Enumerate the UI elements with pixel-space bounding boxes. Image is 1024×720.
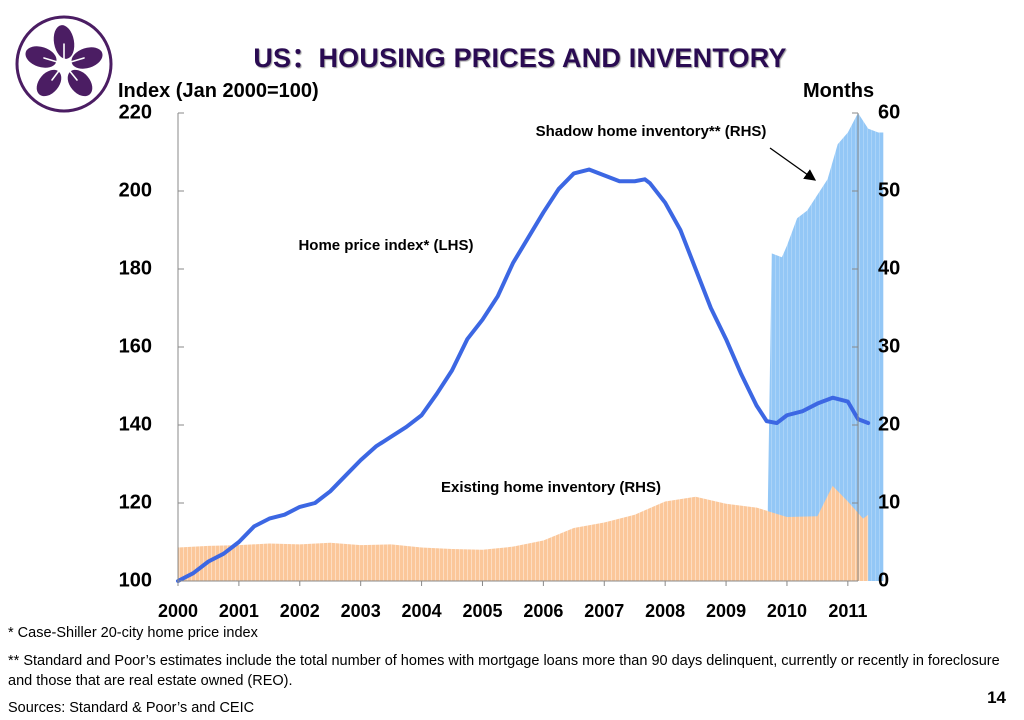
left-tick-label: 100 bbox=[119, 569, 152, 591]
x-tick-label: 2000 bbox=[158, 601, 198, 621]
page-title: US：HOUSING PRICES AND INVENTORY bbox=[253, 43, 787, 73]
x-tick-label: 2009 bbox=[706, 601, 746, 621]
existing-inventory-area-overlay bbox=[756, 485, 869, 581]
existing-inventory-annotation: Existing home inventory (RHS) bbox=[441, 479, 661, 496]
x-tick-label: 2010 bbox=[767, 601, 807, 621]
sources-note: Sources: Standard & Poor’s and CEIC bbox=[8, 700, 255, 716]
home-price-annotation: Home price index* (LHS) bbox=[298, 237, 473, 254]
x-tick-label: 2007 bbox=[584, 601, 624, 621]
right-tick-label: 0 bbox=[878, 569, 889, 591]
x-tick-label: 2003 bbox=[341, 601, 381, 621]
footnote-case-shiller: * Case-Shiller 20-city home price index bbox=[8, 625, 258, 641]
shadow-inventory-area bbox=[766, 113, 884, 581]
x-tick-label: 2011 bbox=[828, 601, 867, 621]
x-tick-label: 2006 bbox=[523, 601, 563, 621]
left-tick-label: 120 bbox=[119, 491, 152, 513]
x-tick-label: 2001 bbox=[219, 601, 259, 621]
x-tick-label: 2005 bbox=[462, 601, 502, 621]
page-number: 14 bbox=[987, 688, 1006, 707]
right-tick-label: 30 bbox=[878, 335, 900, 357]
shadow-inventory-annotation: Shadow home inventory** (RHS) bbox=[536, 123, 767, 140]
footnote-shadow-inventory: ** Standard and Poor’s estimates include… bbox=[8, 653, 1000, 689]
left-tick-label: 200 bbox=[119, 179, 152, 201]
left-tick-label: 180 bbox=[119, 257, 152, 279]
right-tick-label: 40 bbox=[878, 257, 900, 279]
left-tick-label: 220 bbox=[119, 101, 152, 123]
x-tick-label: 2008 bbox=[645, 601, 685, 621]
x-tick-label: 2002 bbox=[280, 601, 320, 621]
right-tick-label: 60 bbox=[878, 101, 900, 123]
right-tick-label: 20 bbox=[878, 413, 900, 435]
left-axis-title: Index (Jan 2000=100) bbox=[118, 80, 319, 102]
right-axis-title: Months bbox=[803, 80, 875, 102]
x-tick-label: 2004 bbox=[402, 601, 442, 621]
right-tick-label: 10 bbox=[878, 491, 900, 513]
shadow-inventory-arrow bbox=[769, 147, 817, 181]
home-price-line bbox=[176, 167, 871, 583]
bauhinia-flower-logo-icon bbox=[15, 15, 113, 113]
existing-inventory-area bbox=[178, 485, 869, 581]
left-tick-label: 140 bbox=[119, 413, 152, 435]
right-tick-label: 50 bbox=[878, 179, 900, 201]
left-tick-label: 160 bbox=[119, 335, 152, 357]
